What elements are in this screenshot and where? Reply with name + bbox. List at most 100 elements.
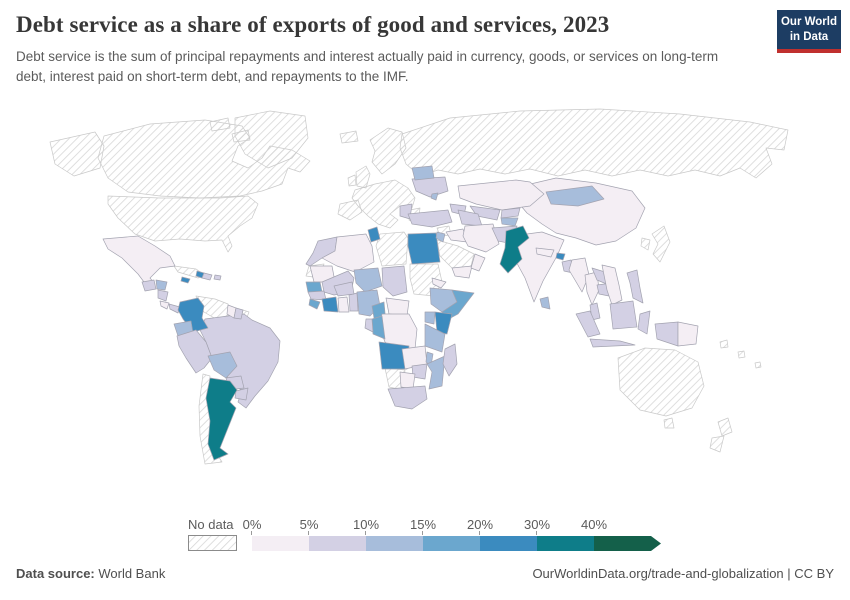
- country-iceland[interactable]: [339, 130, 359, 144]
- country-indonesia[interactable]: [589, 338, 636, 348]
- country-melanesia[interactable]: [719, 339, 762, 369]
- country-angola[interactable]: [378, 341, 410, 370]
- country-zimbabwe[interactable]: [411, 363, 428, 380]
- country-mongolia[interactable]: [545, 185, 605, 207]
- country-turkey[interactable]: [407, 209, 453, 228]
- country-new-zealand[interactable]: [709, 435, 725, 453]
- country-eritrea[interactable]: [431, 277, 447, 289]
- country-oman[interactable]: [470, 253, 486, 272]
- legend-tick: 30%: [523, 517, 551, 532]
- country-gabon[interactable]: [364, 318, 374, 333]
- legend-tick: 20%: [466, 517, 494, 532]
- country-senegal[interactable]: [305, 281, 323, 293]
- country-botswana[interactable]: [399, 371, 416, 390]
- country-uruguay[interactable]: [234, 387, 249, 401]
- legend-no-data[interactable]: No data: [188, 517, 238, 556]
- country-tajikistan[interactable]: [500, 217, 519, 227]
- country-argentina[interactable]: [205, 377, 238, 461]
- country-moldova[interactable]: [430, 192, 439, 201]
- country-iberia[interactable]: [337, 199, 363, 221]
- data-source: Data source: World Bank: [16, 566, 165, 581]
- country-peru[interactable]: [176, 329, 213, 374]
- country-uzbekistan[interactable]: [469, 205, 501, 221]
- country-madagascar[interactable]: [442, 343, 458, 377]
- country-united-kingdom[interactable]: [355, 165, 371, 189]
- country-guatemala[interactable]: [141, 279, 157, 292]
- owid-logo-line2: in Data: [789, 30, 829, 43]
- credit-link[interactable]: OurWorldinData.org/trade-and-globalizati…: [532, 566, 834, 581]
- country-central-african-republic[interactable]: [385, 297, 410, 317]
- country-kazakhstan[interactable]: [457, 179, 545, 211]
- legend-segment-15-20[interactable]: [422, 531, 480, 551]
- country-ghana[interactable]: [337, 296, 350, 313]
- country-south-africa[interactable]: [387, 385, 428, 410]
- country-cote-divoire[interactable]: [321, 296, 339, 313]
- legend-tick: 0%: [242, 517, 262, 532]
- country-indonesia[interactable]: [637, 310, 651, 335]
- country-dominican-republic[interactable]: [201, 272, 213, 281]
- country-arctic-islands[interactable]: [231, 129, 251, 143]
- country-ireland[interactable]: [347, 174, 357, 187]
- country-panama[interactable]: [168, 303, 181, 314]
- country-alaska[interactable]: [49, 131, 105, 177]
- country-tanzania[interactable]: [424, 323, 446, 353]
- country-nepal[interactable]: [535, 247, 555, 258]
- legend-segment-30-40[interactable]: [536, 531, 594, 551]
- country-suriname[interactable]: [233, 307, 244, 320]
- country-togo-benin[interactable]: [348, 292, 359, 312]
- country-tasmania[interactable]: [663, 417, 675, 429]
- country-jamaica[interactable]: [180, 276, 191, 284]
- country-sri-lanka[interactable]: [539, 296, 551, 310]
- country-nicaragua[interactable]: [157, 289, 169, 302]
- country-south-korea[interactable]: [640, 237, 651, 251]
- world-map[interactable]: [0, 106, 850, 510]
- legend-tick-labels: 0% 5% 10% 15% 20% 30% 40%: [243, 517, 662, 534]
- legend-segment-40-plus[interactable]: [594, 536, 661, 551]
- country-papua-new-guinea[interactable]: [677, 321, 699, 347]
- country-costa-rica[interactable]: [159, 300, 170, 310]
- country-colombia[interactable]: [177, 297, 209, 333]
- owid-logo[interactable]: Our World in Data: [777, 10, 841, 53]
- country-bolivia[interactable]: [207, 351, 238, 379]
- country-bhutan[interactable]: [555, 252, 566, 261]
- country-scandinavia[interactable]: [369, 127, 407, 175]
- country-philippines[interactable]: [626, 269, 644, 304]
- country-mexico[interactable]: [102, 235, 176, 287]
- country-australia[interactable]: [617, 347, 705, 417]
- country-greenland[interactable]: [234, 110, 309, 169]
- country-mozambique[interactable]: [426, 355, 446, 390]
- country-libya[interactable]: [375, 231, 409, 267]
- country-usa[interactable]: [107, 195, 259, 253]
- country-indonesia[interactable]: [609, 300, 638, 330]
- country-sierra-leone[interactable]: [308, 298, 321, 310]
- country-burkina-faso[interactable]: [333, 281, 355, 297]
- country-japan[interactable]: [651, 225, 671, 263]
- country-chad[interactable]: [381, 265, 408, 297]
- country-pakistan[interactable]: [499, 225, 530, 274]
- country-honduras[interactable]: [155, 279, 168, 291]
- legend-segment-20-30[interactable]: [479, 531, 537, 551]
- country-myanmar[interactable]: [568, 257, 590, 293]
- no-data-label: No data: [188, 517, 234, 532]
- country-russia[interactable]: [399, 108, 789, 179]
- legend-segment-0-5[interactable]: [251, 531, 309, 551]
- country-niger[interactable]: [353, 267, 383, 293]
- country-tunisia[interactable]: [367, 226, 381, 243]
- country-uganda[interactable]: [424, 311, 436, 325]
- country-vietnam[interactable]: [601, 264, 623, 306]
- country-puerto-rico[interactable]: [213, 274, 222, 281]
- country-egypt[interactable]: [407, 232, 441, 265]
- country-new-zealand[interactable]: [717, 417, 733, 437]
- legend-segment-10-15[interactable]: [365, 531, 423, 551]
- country-kenya[interactable]: [434, 311, 453, 335]
- country-kyrgyzstan[interactable]: [500, 207, 521, 219]
- country-yemen[interactable]: [451, 265, 473, 279]
- legend-segment-5-10[interactable]: [308, 531, 366, 551]
- country-indonesia[interactable]: [575, 310, 601, 338]
- country-ukraine[interactable]: [411, 176, 449, 198]
- country-arctic-islands[interactable]: [209, 117, 231, 132]
- country-jordan[interactable]: [435, 231, 446, 243]
- country-indonesia[interactable]: [654, 321, 679, 347]
- country-belarus[interactable]: [411, 165, 435, 181]
- country-iran[interactable]: [462, 223, 500, 253]
